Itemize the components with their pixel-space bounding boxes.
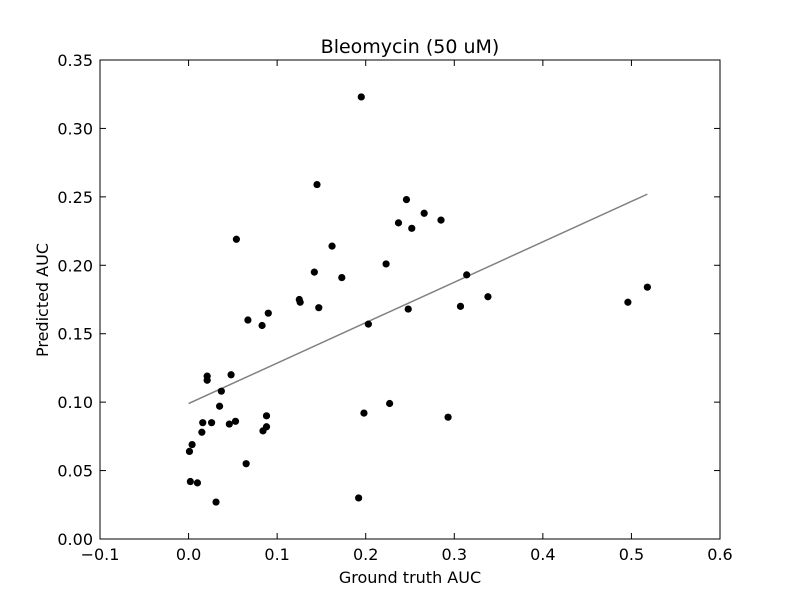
x-axis-tick-labels: −0.1 0.0 0.1 0.2 0.3 0.4 0.5 0.6	[81, 545, 733, 564]
data-point	[364, 320, 372, 328]
data-point	[242, 460, 250, 468]
data-point	[185, 447, 194, 456]
y-axis-tick-labels: 0.00 0.05 0.10 0.15 0.20 0.25 0.30 0.35	[57, 51, 93, 549]
data-point	[262, 412, 271, 420]
y-axis-label: Predicted AUC	[33, 243, 52, 357]
data-point	[208, 419, 216, 427]
x-tick-label: 0.6	[707, 545, 732, 564]
data-point	[313, 180, 321, 189]
data-point	[193, 479, 202, 487]
data-point	[420, 209, 428, 217]
fit-line-layer	[188, 193, 648, 405]
data-point	[296, 298, 304, 306]
y-tick-label: 0.00	[57, 530, 93, 549]
data-point	[259, 427, 267, 435]
x-axis-label: Ground truth AUC	[339, 568, 481, 587]
y-tick-label: 0.30	[57, 119, 93, 138]
x-tick-label: 0.5	[619, 545, 644, 564]
data-point	[360, 409, 368, 417]
data-point	[463, 271, 471, 279]
data-point	[231, 417, 240, 425]
data-point	[484, 293, 492, 301]
data-point	[264, 309, 272, 317]
data-point	[186, 477, 194, 486]
plot-background	[100, 60, 720, 539]
data-point	[355, 494, 363, 502]
data-point	[386, 399, 394, 408]
x-tick-label: 0.3	[442, 545, 467, 564]
y-tick-label: 0.15	[57, 325, 93, 344]
data-point	[215, 402, 224, 410]
y-tick-label: 0.20	[57, 256, 93, 275]
data-point	[357, 93, 365, 101]
x-tick-label: 0.4	[530, 545, 555, 564]
fit-line	[188, 193, 648, 405]
data-point	[188, 440, 196, 449]
plot-frame	[99, 59, 721, 540]
data-point	[310, 268, 318, 276]
data-point	[444, 413, 452, 421]
data-point	[227, 371, 235, 379]
data-point	[394, 219, 403, 227]
data-point	[225, 420, 233, 428]
y-tick-label: 0.05	[57, 462, 93, 481]
data-point	[402, 195, 411, 204]
data-point	[198, 428, 206, 436]
data-point	[643, 283, 651, 291]
data-point	[232, 235, 240, 243]
y-tick-label: 0.35	[57, 51, 93, 70]
chart-title: Bleomycin (50 uM)	[321, 36, 500, 58]
x-tick-label: 0.2	[353, 545, 378, 564]
data-point	[437, 216, 445, 224]
data-point	[203, 376, 211, 384]
data-point	[328, 242, 336, 250]
data-point	[212, 498, 220, 506]
points-layer	[185, 93, 651, 506]
data-point	[199, 419, 207, 427]
plot-area	[99, 59, 721, 540]
data-point	[404, 305, 412, 313]
y-tick-label: 0.10	[57, 393, 93, 412]
x-tick-label: −0.1	[81, 545, 120, 564]
data-point	[408, 224, 416, 232]
x-tick-label: 0.1	[264, 545, 289, 564]
data-point	[258, 321, 266, 330]
y-tick-label: 0.25	[57, 188, 93, 207]
x-tick-label: 0.0	[176, 545, 201, 564]
data-point	[624, 298, 632, 306]
data-point	[244, 316, 252, 324]
data-point	[382, 260, 390, 268]
data-point	[338, 274, 346, 282]
data-point	[217, 387, 225, 395]
data-point	[456, 302, 465, 310]
data-point	[315, 304, 323, 312]
